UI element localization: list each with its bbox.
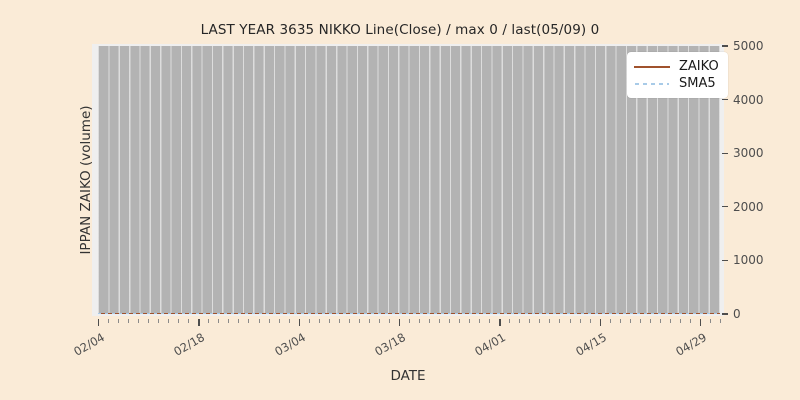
x-tick-mark-minor (669, 319, 671, 323)
x-tick-mark-minor (348, 319, 350, 323)
y-tick-label: 4000 (733, 92, 764, 107)
y-tick-label: 0 (733, 307, 741, 321)
y-tick-label: 3000 (733, 146, 764, 161)
x-tick-label: 02/04 (71, 330, 107, 359)
y-tick-mark (722, 152, 728, 154)
x-tick-mark-minor (449, 319, 451, 323)
x-tick-mark-minor (509, 319, 511, 323)
x-tick-mark-minor (709, 319, 711, 323)
x-tick-mark-minor (358, 319, 360, 323)
x-tick-mark-major (599, 319, 601, 326)
x-axis-label: DATE (390, 368, 426, 384)
x-tick-mark-minor (459, 319, 461, 323)
x-tick-mark-minor (208, 319, 210, 323)
x-tick-mark-minor (409, 319, 410, 323)
x-tick-mark-minor (559, 319, 561, 323)
chart-title: LAST YEAR 3635 NIKKO Line(Close) / max 0… (200, 22, 600, 38)
x-tick-mark-minor (549, 319, 551, 323)
x-tick-mark-minor (108, 319, 110, 323)
x-tick-mark-minor (649, 319, 651, 323)
x-tick-mark-minor (720, 319, 721, 323)
y-tick-mark (722, 206, 728, 208)
x-tick-mark-major (298, 319, 301, 326)
x-tick-mark-minor (118, 319, 120, 323)
legend-item-zaiko[interactable]: ZAIKO (634, 58, 719, 75)
x-tick-mark-minor (419, 319, 421, 323)
x-tick-mark-minor (439, 319, 441, 323)
x-tick-label: 03/04 (271, 330, 308, 359)
x-tick-mark-minor (659, 319, 661, 323)
y-tick-mark (722, 313, 728, 315)
x-tick-mark-minor (218, 319, 220, 323)
chart-legend[interactable]: ZAIKO SMA5 (627, 52, 728, 98)
x-tick-mark-minor (378, 319, 380, 323)
x-tick-mark-minor (188, 319, 190, 323)
x-tick-mark-minor (148, 319, 150, 323)
x-tick-mark-minor (168, 319, 170, 323)
x-tick-mark-minor (278, 319, 280, 323)
x-tick-mark-minor (529, 319, 531, 323)
x-tick-mark-minor (288, 319, 290, 323)
x-tick-mark-minor (689, 319, 691, 323)
y-tick-mark (722, 45, 728, 47)
x-tick-mark-minor (469, 319, 471, 323)
x-tick-label: 04/01 (472, 330, 509, 359)
x-tick-mark-minor (178, 319, 180, 323)
x-tick-mark-major (499, 319, 501, 326)
x-tick-label: 04/15 (572, 330, 609, 359)
x-tick-mark-minor (368, 319, 370, 323)
x-tick-mark-minor (248, 319, 250, 323)
legend-swatch-dotted-icon (634, 78, 670, 90)
x-tick-mark-minor (489, 319, 491, 323)
x-tick-mark-minor (589, 319, 591, 323)
x-tick-mark-minor (579, 319, 581, 323)
legend-label: SMA5 (679, 76, 716, 91)
x-tick-mark-minor (268, 319, 270, 323)
x-tick-mark-minor (138, 319, 140, 323)
x-tick-mark-minor (569, 319, 571, 323)
x-tick-mark-minor (158, 319, 160, 323)
y-tick-label: 5000 (733, 39, 764, 53)
x-tick-mark-minor (679, 319, 681, 323)
x-tick-mark-minor (639, 319, 641, 323)
x-tick-mark-minor (128, 319, 130, 323)
x-tick-mark-minor (479, 319, 481, 323)
legend-label: ZAIKO (679, 59, 719, 74)
x-tick-mark-minor (539, 319, 541, 323)
x-tick-mark-minor (429, 319, 431, 323)
x-tick-mark-minor (619, 319, 621, 323)
x-tick-mark-minor (609, 319, 611, 323)
x-tick-mark-minor (388, 319, 390, 323)
x-tick-mark-major (98, 319, 100, 326)
x-tick-label: 03/18 (372, 330, 408, 359)
x-tick-mark-major (398, 319, 401, 326)
y-tick-mark (722, 259, 728, 262)
x-tick-mark-minor (338, 319, 340, 323)
x-tick-mark-minor (519, 319, 521, 323)
x-tick-label: 04/29 (673, 330, 709, 359)
x-tick-mark-major (198, 319, 200, 326)
x-tick-mark-minor (258, 319, 260, 323)
y-tick-mark (722, 98, 728, 101)
x-tick-mark-minor (328, 319, 330, 323)
x-tick-mark-minor (228, 319, 230, 323)
y-tick-label: 1000 (733, 253, 764, 268)
x-tick-mark-minor (318, 319, 320, 323)
y-tick-label: 2000 (733, 199, 764, 214)
series-sma5 (98, 313, 720, 314)
legend-swatch-solid-icon (634, 61, 670, 73)
x-tick-mark-minor (238, 319, 240, 323)
x-tick-mark-minor (308, 319, 310, 323)
y-axis-label: IPPAN ZAIKO (volume) (78, 105, 94, 255)
x-tick-mark-major (699, 319, 702, 326)
legend-item-sma5[interactable]: SMA5 (634, 75, 719, 92)
x-tick-mark-minor (629, 319, 631, 323)
x-tick-label: 02/18 (171, 330, 208, 359)
